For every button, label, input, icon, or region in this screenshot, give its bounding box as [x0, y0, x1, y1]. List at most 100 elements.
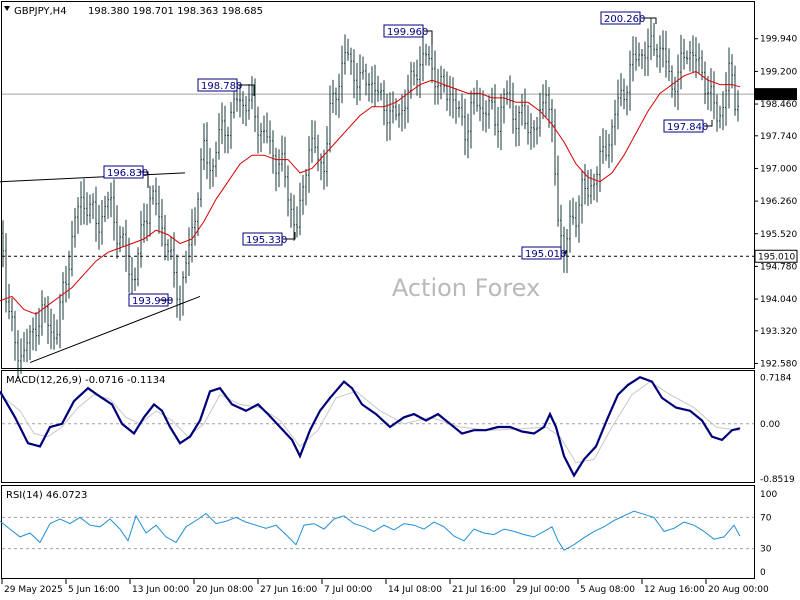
ohlc-bar — [239, 84, 241, 118]
label-box — [600, 11, 641, 25]
ohlc-bar — [734, 65, 736, 116]
price-tick-label: 197.000 — [760, 164, 797, 174]
label-leader — [238, 84, 255, 96]
ohlc-bar — [341, 45, 343, 104]
ohlc-bar — [659, 35, 661, 73]
ohlc-bar — [218, 113, 220, 160]
ohlc-bar — [200, 148, 202, 208]
ohlc-bar — [332, 79, 334, 113]
ohlc-bar — [587, 170, 589, 206]
label-text: 195.010 — [525, 249, 566, 260]
x-tick-label: 14 Jul 08:00 — [388, 585, 442, 595]
ohlc-bar — [77, 197, 79, 234]
label-layer: 196.830 193.990 198.780 195.330 199.960 195.0… — [103, 11, 713, 307]
ohlc-bar — [380, 82, 382, 101]
ohlc-bar — [719, 105, 721, 129]
ohlc-bar — [401, 94, 403, 132]
ohlc-bar — [533, 120, 535, 148]
ohlc-bar — [476, 80, 478, 112]
ohlc-bar — [467, 113, 469, 159]
rsi-panel-frame — [1, 485, 755, 579]
ohlc-bar — [509, 75, 511, 109]
ohlc-bar — [182, 271, 184, 316]
ohlc-bar — [188, 227, 190, 276]
ohlc-bar — [617, 79, 619, 130]
ohlc-bar — [275, 147, 277, 192]
ohlc-bar — [122, 226, 124, 247]
ohlc-bar — [437, 68, 439, 105]
ohlc-bar — [491, 87, 493, 110]
trendline-1 — [0, 172, 186, 183]
ohlc-bar — [113, 179, 115, 241]
ohlc-bar — [170, 237, 172, 260]
label-text: 197.840 — [667, 122, 708, 133]
ohlc-bar — [269, 120, 271, 155]
ohlc-bar — [257, 106, 259, 154]
ohlc-bar — [551, 99, 553, 143]
x-tick-label: 21 Jul 16:00 — [452, 585, 506, 595]
price-label-193990: 193.990 — [128, 293, 173, 307]
level-price-tag — [754, 249, 798, 263]
x-tick-label: 20 Aug 00:00 — [708, 585, 769, 595]
ohlc-bar — [329, 85, 331, 153]
trendline-2 — [29, 295, 201, 364]
ohlc-bar — [479, 87, 481, 122]
ohlc-bar — [242, 91, 244, 124]
ohlc-bar — [581, 170, 583, 224]
ohlc-bar — [263, 115, 265, 144]
ohlc-bar — [425, 43, 427, 66]
ohlc-bar — [266, 112, 268, 144]
price-label-200260: 200.260 — [600, 11, 657, 25]
ohlc-bar — [299, 182, 301, 236]
ohlc-bar — [656, 44, 658, 68]
collapse-arrow-icon[interactable] — [4, 6, 10, 11]
ohlc-bar — [167, 239, 169, 261]
price-label-195010: 195.010 — [521, 246, 567, 260]
current-price-text: 198.685 — [758, 90, 795, 100]
ohlc-bar — [68, 250, 70, 299]
price-layer — [0, 18, 754, 379]
ohlc-bar — [473, 87, 475, 115]
moving-average-line — [0, 70, 741, 315]
ohlc-bar — [668, 48, 670, 82]
ohlc-bar — [308, 136, 310, 193]
macd-line — [0, 375, 741, 478]
ohlc-bar — [251, 76, 253, 110]
ohlc-bar — [710, 68, 712, 112]
ohlc-bar — [365, 63, 367, 96]
ohlc-bar — [335, 87, 337, 116]
ohlc-bar — [14, 310, 16, 361]
ohlc-bar — [44, 297, 46, 323]
ohlc-bar — [50, 308, 52, 350]
ohlc-bar — [458, 100, 460, 118]
label-box — [383, 24, 424, 38]
ohlc-bar — [62, 272, 64, 320]
label-text: 199.960 — [387, 27, 428, 38]
x-tick-label: 12 Aug 16:00 — [644, 585, 705, 595]
ohlc-bar — [539, 92, 541, 137]
ohlc-bar — [293, 194, 295, 241]
ohlc-bar — [461, 93, 463, 126]
ohlc-bar — [455, 88, 457, 124]
ohlc-bar — [287, 165, 289, 217]
ohlc-bar — [590, 169, 592, 204]
ohlc-bar — [2, 220, 4, 268]
ohlc-bar — [353, 49, 355, 99]
ohlc-bar — [515, 105, 517, 147]
ohlc-bar — [653, 23, 655, 56]
ohlc-bar — [107, 191, 109, 219]
ohlc-bar — [32, 317, 34, 351]
ohlc-bar — [704, 61, 706, 105]
ohlc-bar — [296, 206, 298, 238]
ohlc-bar — [128, 237, 130, 293]
level-price-text: 195.010 — [758, 252, 795, 262]
ohlc-bar — [584, 164, 586, 205]
macd-tick-label: -0.8519 — [760, 475, 795, 485]
ohlc-bar — [23, 332, 25, 362]
ohlc-bar — [398, 104, 400, 128]
price-label-199960: 199.960 — [383, 24, 433, 44]
price-panel-frame — [1, 1, 755, 369]
ohlc-bar — [521, 94, 523, 126]
price-label-195330: 195.330 — [242, 232, 296, 246]
